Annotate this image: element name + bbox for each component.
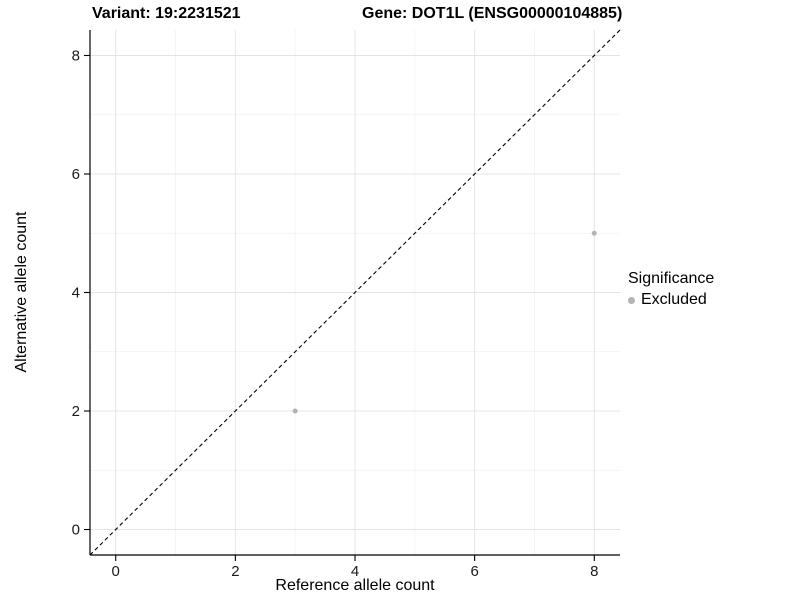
legend-item-excluded: Excluded [628, 291, 714, 309]
data-point [292, 408, 298, 414]
x-axis-title: Reference allele count [275, 577, 435, 594]
x-tick-label: 6 [470, 563, 478, 580]
identity-line [89, 29, 621, 556]
legend-title: Significance [628, 270, 715, 287]
y-tick-label: 8 [72, 47, 80, 64]
excluded-point-icon [628, 296, 635, 304]
x-tick-label: 2 [231, 563, 239, 580]
legend: Significance Excluded [628, 270, 714, 309]
x-tick-label: 8 [590, 563, 598, 580]
legend-item-label: Excluded [641, 291, 707, 308]
y-tick-label: 2 [72, 403, 80, 420]
x-tick-label: 4 [351, 563, 359, 580]
variant-title: Variant: 19:2231521 [92, 5, 241, 22]
y-axis-title: Alternative allele count [13, 211, 30, 373]
data-point [591, 230, 597, 236]
x-tick-label: 0 [112, 563, 120, 580]
gene-title: Gene: DOT1L (ENSG00000104885) [362, 5, 623, 22]
y-tick-label: 0 [72, 522, 80, 539]
y-tick-label: 6 [72, 166, 80, 183]
y-tick-label: 4 [72, 285, 80, 302]
